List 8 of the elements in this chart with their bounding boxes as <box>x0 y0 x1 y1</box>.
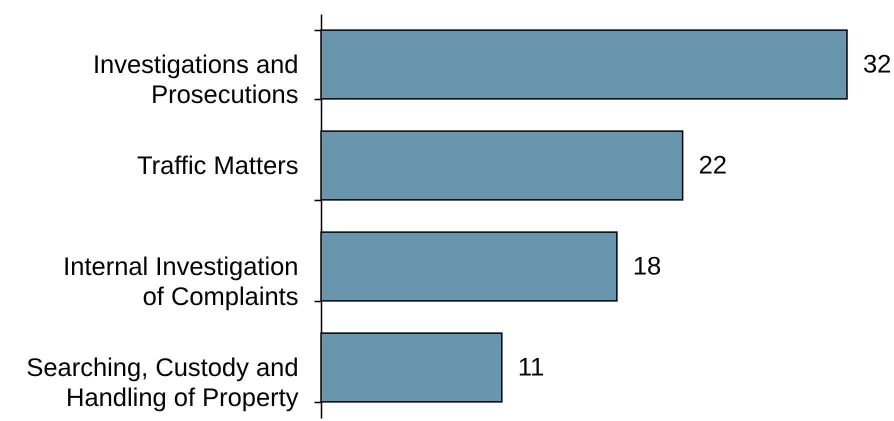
data-label: 32 <box>863 50 892 78</box>
y-tick-label: Internal Investigation of Complaints <box>63 253 298 311</box>
y-tick-label: Searching, Custody and Handling of Property <box>26 354 299 412</box>
data-label: 18 <box>632 252 662 280</box>
data-label: 22 <box>698 152 727 180</box>
y-tick-label: Traffic Matters <box>136 152 298 180</box>
y-tick-label: Investigations and Prosecutions <box>92 51 298 109</box>
data-label: 11 <box>518 354 544 382</box>
